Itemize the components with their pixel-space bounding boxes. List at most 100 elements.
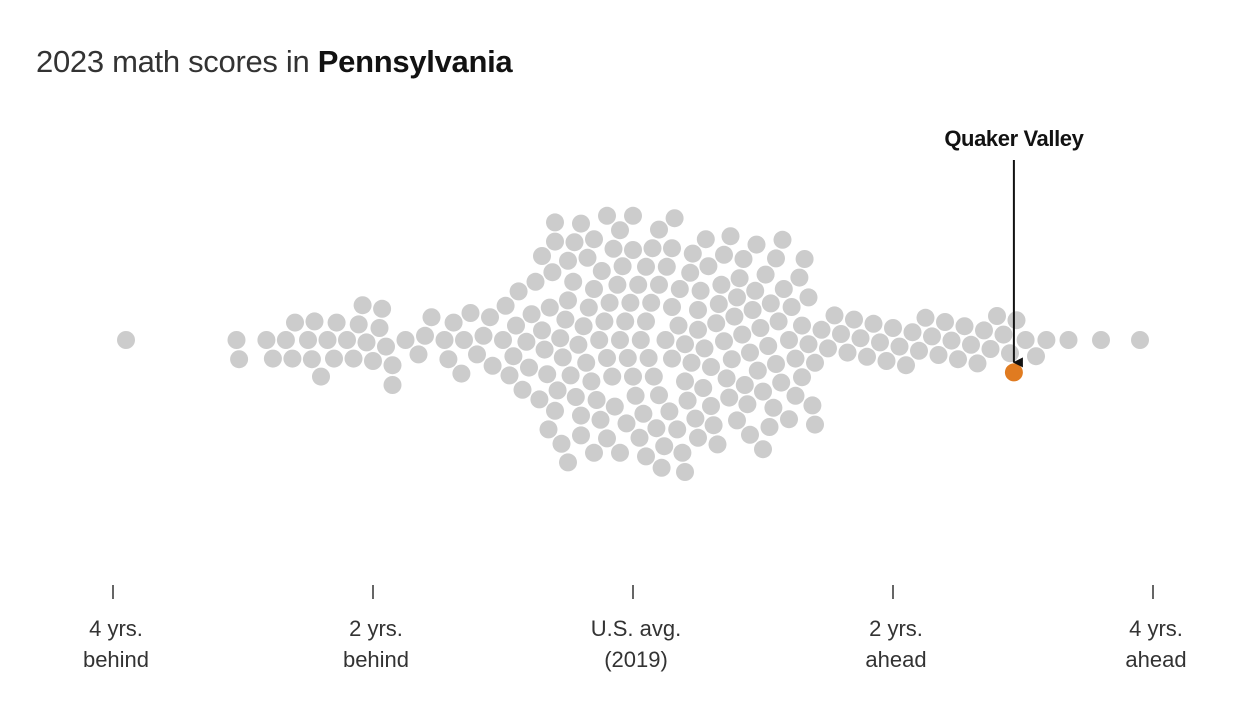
- district-dot: [631, 331, 650, 349]
- district-dot: [702, 397, 720, 415]
- district-dot: [665, 209, 684, 228]
- district-dot: [1037, 331, 1056, 349]
- district-dot: [530, 390, 549, 409]
- district-dot: [377, 337, 395, 356]
- district-dot: [637, 447, 655, 466]
- district-dot: [552, 434, 571, 453]
- district-dot: [799, 335, 818, 354]
- district-dot: [616, 312, 635, 331]
- district-dot: [439, 350, 458, 369]
- district-dot: [496, 296, 515, 315]
- district-dot: [559, 291, 577, 310]
- district-dot: [689, 301, 707, 319]
- district-dot: [546, 232, 564, 251]
- district-dot: [611, 443, 629, 462]
- district-dot: [720, 388, 739, 407]
- district-dot: [782, 298, 801, 316]
- district-dot: [349, 315, 368, 334]
- district-dot: [305, 312, 324, 331]
- district-dot: [318, 331, 337, 349]
- district-dot: [769, 312, 788, 331]
- district-dot: [650, 220, 668, 239]
- district-dot: [803, 396, 822, 415]
- district-dot: [669, 316, 688, 335]
- district-dot: [748, 361, 767, 380]
- district-dot: [546, 401, 564, 420]
- highlight-label: Quaker Valley: [944, 126, 1084, 151]
- district-dot: [559, 251, 577, 270]
- district-dot: [764, 398, 783, 417]
- district-dot: [302, 350, 321, 369]
- district-dot: [416, 326, 434, 345]
- district-dot: [643, 239, 662, 258]
- district-dot: [452, 364, 471, 383]
- district-dot: [678, 391, 697, 410]
- district-dot: [556, 310, 575, 329]
- district-dot: [373, 299, 392, 318]
- district-dot: [851, 329, 870, 348]
- district-dot: [591, 410, 610, 429]
- district-dot: [276, 331, 295, 349]
- district-dot: [494, 331, 512, 349]
- district-dot: [655, 437, 674, 456]
- district-dot: [916, 308, 935, 327]
- district-dot: [539, 420, 558, 439]
- district-dot: [647, 419, 666, 438]
- district-dot: [613, 257, 632, 276]
- district-dot: [650, 275, 668, 294]
- district-dot: [793, 316, 811, 335]
- district-dot: [780, 331, 798, 349]
- chart-title-state: Pennsylvania: [317, 44, 513, 79]
- district-dot: [968, 354, 987, 373]
- district-dot: [422, 308, 441, 327]
- district-dot: [227, 331, 246, 349]
- district-dot: [695, 339, 714, 358]
- district-dot: [639, 349, 658, 367]
- district-dot: [603, 367, 622, 386]
- district-dot: [608, 275, 627, 294]
- district-dot: [652, 458, 671, 477]
- district-dot: [383, 376, 402, 394]
- district-dot: [513, 380, 532, 399]
- district-dot: [761, 294, 780, 313]
- district-dot: [767, 249, 785, 268]
- district-dot: [864, 314, 883, 333]
- district-dot: [682, 353, 701, 372]
- district-dot: [728, 411, 746, 430]
- district-dot: [1131, 331, 1149, 349]
- district-dot: [566, 388, 585, 406]
- district-dot: [696, 230, 715, 249]
- district-dot: [656, 331, 675, 349]
- district-dot: [735, 376, 754, 394]
- district-dot: [756, 265, 775, 284]
- district-dot: [786, 386, 805, 405]
- district-dot: [819, 339, 837, 358]
- district-dot: [663, 349, 681, 368]
- district-dot: [483, 356, 502, 375]
- district-dot: [730, 269, 749, 288]
- district-dot: [676, 463, 694, 481]
- dots-group: [117, 206, 1149, 481]
- district-dot: [699, 257, 718, 276]
- district-dot: [751, 319, 770, 337]
- district-dot: [754, 440, 772, 459]
- district-dot: [877, 352, 896, 370]
- district-dot: [327, 313, 346, 332]
- district-dot: [559, 453, 577, 472]
- district-dot: [546, 213, 564, 232]
- district-dot: [686, 409, 705, 428]
- district-dot: [299, 331, 317, 349]
- district-dot: [572, 406, 590, 425]
- district-dot: [617, 414, 636, 433]
- district-dot: [344, 349, 363, 368]
- district-dot: [1016, 331, 1035, 349]
- district-dot: [621, 293, 640, 312]
- district-dot: [689, 428, 707, 447]
- district-dot: [871, 333, 889, 352]
- highlight-annotation: Quaker Valley: [944, 126, 1085, 368]
- x-tick-label: 2 yrs. behind: [343, 616, 409, 672]
- district-dot: [949, 350, 967, 369]
- district-dot: [618, 349, 637, 367]
- district-dot: [474, 326, 493, 345]
- district-dot: [790, 268, 809, 287]
